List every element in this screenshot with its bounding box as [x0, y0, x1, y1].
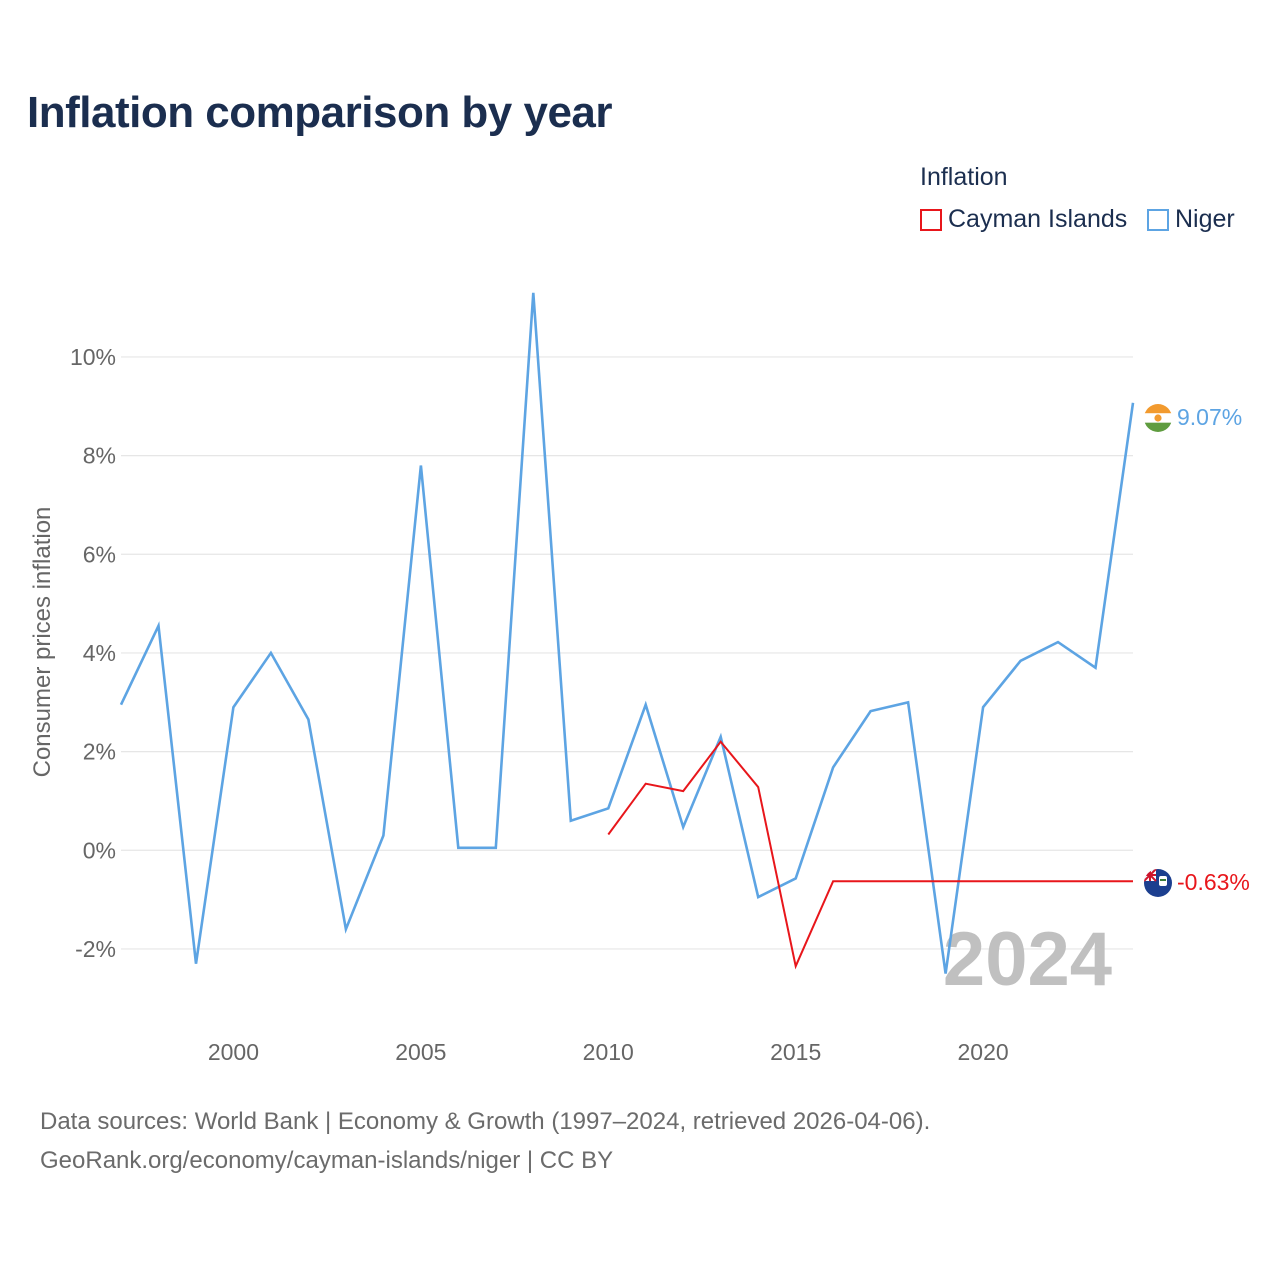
cayman-islands-flag-icon [1144, 869, 1172, 897]
year-watermark: 2024 [943, 917, 1112, 1002]
data-point-niger[interactable] [867, 707, 875, 715]
y-axis-ticks: -2% 0% 2% 4% 6% 8% 10% [70, 344, 116, 962]
data-point-niger[interactable] [492, 844, 500, 852]
legend-swatch-niger [1147, 208, 1169, 231]
legend-item-cayman-islands[interactable]: Cayman Islands [920, 205, 1127, 234]
y-tick-label: 6% [83, 541, 116, 567]
y-tick-label: 0% [83, 837, 116, 863]
data-point-niger[interactable] [979, 703, 987, 711]
legend-title: Inflation [920, 163, 1008, 191]
data-point-niger[interactable] [792, 874, 800, 882]
data-point-niger[interactable] [829, 763, 837, 771]
data-point-niger[interactable] [604, 804, 612, 812]
series-line-cayman-islands[interactable] [607, 740, 1133, 970]
niger-flag-icon [1144, 404, 1172, 432]
data-point-niger[interactable] [1129, 399, 1137, 407]
end-label-cayman-islands: -0.63% [1177, 869, 1250, 895]
data-point-niger[interactable] [417, 461, 425, 469]
y-tick-label: 2% [83, 739, 116, 765]
legend-item-niger[interactable]: Niger [1147, 205, 1235, 234]
data-point-cayman-islands[interactable] [717, 738, 725, 746]
gridlines [121, 356, 1133, 950]
data-point-niger[interactable] [192, 960, 200, 968]
chart-title: Inflation comparison by year [27, 88, 613, 137]
y-tick-label: 4% [83, 640, 116, 666]
data-point-cayman-islands[interactable] [754, 783, 762, 791]
y-tick-label: -2% [75, 936, 116, 962]
y-axis-title: Consumer prices inflation [29, 507, 56, 778]
x-tick-label: 2015 [770, 1039, 821, 1065]
data-point-niger[interactable] [1092, 664, 1100, 672]
series-lines [117, 289, 1137, 978]
legend-swatch-cayman-islands [920, 208, 942, 231]
data-point-niger[interactable] [229, 703, 237, 711]
data-point-niger[interactable] [1017, 657, 1025, 665]
source-line-2[interactable]: GeoRank.org/economy/cayman-islands/niger… [40, 1147, 613, 1175]
x-tick-label: 2010 [583, 1039, 634, 1065]
data-point-niger[interactable] [567, 817, 575, 825]
data-point-cayman-islands[interactable] [679, 787, 687, 795]
data-point-niger[interactable] [942, 970, 950, 978]
data-point-cayman-islands[interactable] [604, 830, 612, 838]
source-link[interactable]: GeoRank.org/economy/cayman-islands/niger… [40, 1147, 614, 1174]
data-point-niger[interactable] [754, 893, 762, 901]
y-tick-label: 8% [83, 443, 116, 469]
x-tick-label: 2005 [395, 1039, 446, 1065]
data-point-niger[interactable] [379, 831, 387, 839]
data-point-niger[interactable] [342, 925, 350, 933]
source-line-1: Data sources: World Bank | Economy & Gro… [40, 1108, 931, 1135]
x-axis-ticks: 2000 2005 2010 2015 2020 [208, 1039, 1009, 1065]
data-point-cayman-islands[interactable] [1129, 877, 1137, 885]
data-point-niger[interactable] [904, 698, 912, 706]
legend-label-niger: Niger [1175, 205, 1235, 233]
data-point-niger[interactable] [154, 622, 162, 630]
x-tick-label: 2000 [208, 1039, 259, 1065]
data-point-niger[interactable] [1054, 638, 1062, 646]
x-tick-label: 2020 [957, 1039, 1008, 1065]
chart-area: -2% 0% 2% 4% 6% 8% 10% 2000 2005 2010 2015 2020 Co… [29, 289, 1250, 1065]
data-point-niger[interactable] [267, 649, 275, 657]
y-tick-label: 10% [70, 344, 116, 370]
data-point-niger[interactable] [642, 701, 650, 709]
data-point-niger[interactable] [304, 716, 312, 724]
data-point-cayman-islands[interactable] [642, 780, 650, 788]
end-label-niger: 9.07% [1177, 404, 1242, 430]
data-point-niger[interactable] [117, 701, 125, 709]
series-line-niger[interactable] [119, 292, 1135, 974]
data-point-niger[interactable] [679, 823, 687, 831]
data-point-niger[interactable] [529, 289, 537, 297]
legend-label-cayman-islands: Cayman Islands [948, 205, 1128, 233]
data-point-niger[interactable] [454, 844, 462, 852]
data-point-cayman-islands[interactable] [829, 877, 837, 885]
data-point-cayman-islands[interactable] [792, 962, 800, 970]
